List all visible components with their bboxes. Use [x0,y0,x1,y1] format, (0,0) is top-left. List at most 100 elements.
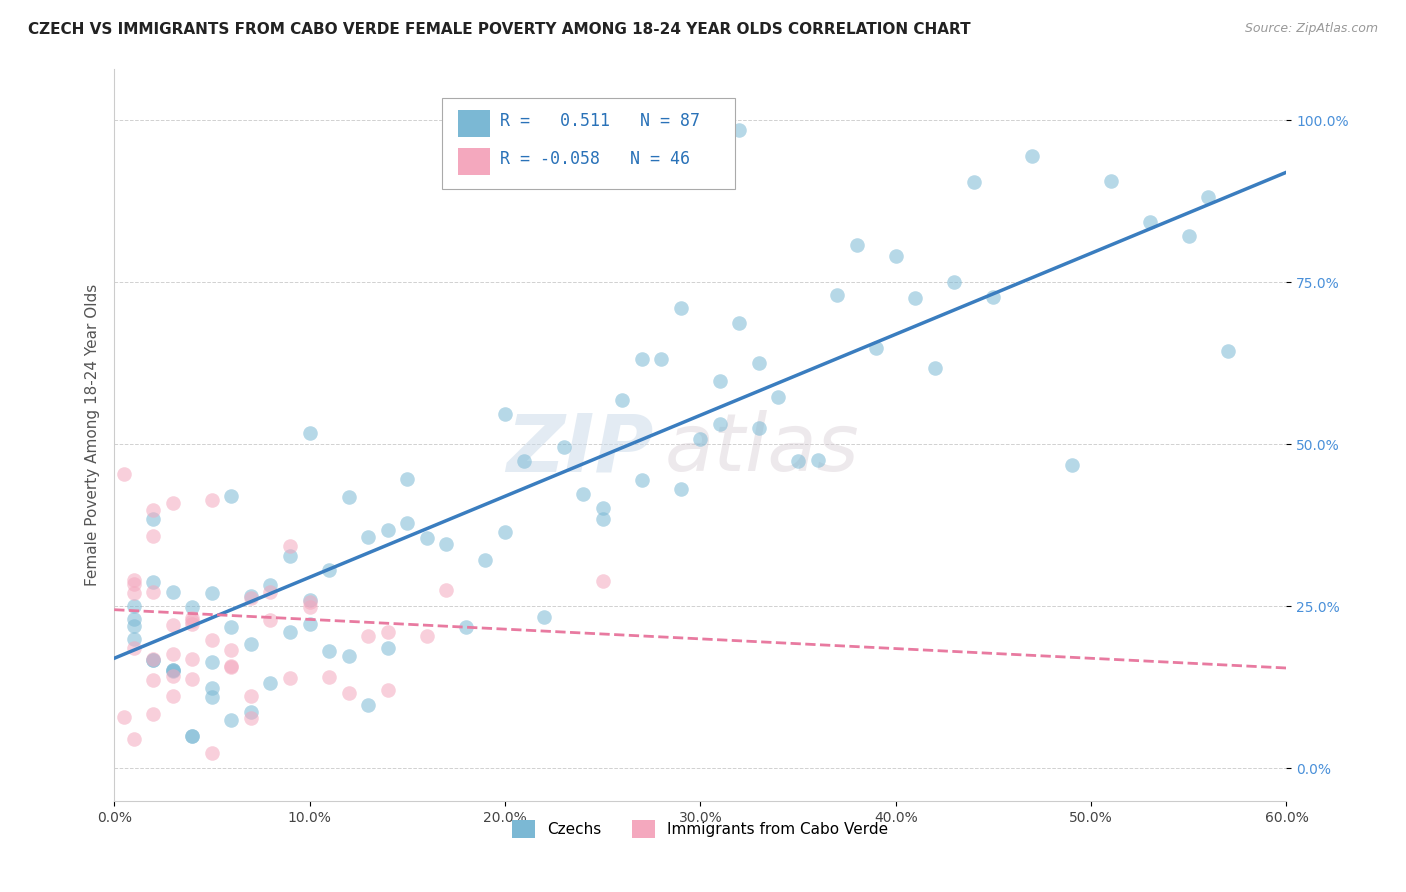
Point [689,432,711,446]
Point [904,291,927,305]
Point [748,421,770,435]
Point [181,729,204,743]
Point [357,698,380,713]
Point [259,676,281,690]
Point [963,175,986,189]
Text: atlas: atlas [665,410,860,488]
Point [201,586,224,600]
Point [318,563,340,577]
Point [239,706,262,720]
Point [142,575,165,590]
Point [162,618,184,632]
Point [181,672,204,686]
Point [787,454,810,468]
Point [278,549,301,564]
Point [337,490,360,504]
Text: CZECH VS IMMIGRANTS FROM CABO VERDE FEMALE POVERTY AMONG 18-24 YEAR OLDS CORRELA: CZECH VS IMMIGRANTS FROM CABO VERDE FEMA… [28,22,970,37]
Point [474,553,496,567]
Point [825,288,848,302]
Point [612,393,634,408]
Point [1139,215,1161,229]
Point [1216,344,1239,359]
Y-axis label: Female Poverty Among 18-24 Year Olds: Female Poverty Among 18-24 Year Olds [86,284,100,586]
Point [669,301,692,316]
Text: Source: ZipAtlas.com: Source: ZipAtlas.com [1244,22,1378,36]
Point [396,516,419,531]
Point [221,658,243,673]
Point [1197,190,1219,204]
Point [122,632,145,646]
Point [239,590,262,604]
Point [162,495,184,509]
Point [1060,458,1083,472]
Point [122,612,145,626]
Point [221,643,243,657]
Point [592,511,614,525]
Point [201,690,224,704]
Point [768,390,790,404]
Point [221,660,243,674]
Point [983,289,1005,303]
Point [278,671,301,685]
Point [396,472,419,486]
Point [318,670,340,684]
Point [181,600,204,615]
Point [112,467,135,481]
Point [1099,174,1122,188]
Point [943,275,966,289]
Point [748,356,770,370]
Point [162,689,184,703]
Point [434,583,457,598]
Point [434,537,457,551]
Point [162,647,184,661]
Point [278,539,301,553]
Point [924,361,946,376]
Point [239,591,262,605]
Point [201,493,224,508]
Point [239,637,262,651]
Point [1021,149,1043,163]
Point [181,729,204,743]
Point [865,341,887,355]
Point [259,578,281,592]
Point [728,316,751,330]
Point [298,426,321,441]
Point [122,599,145,614]
Point [650,352,672,367]
Point [357,530,380,544]
Point [298,593,321,607]
Point [142,651,165,665]
Point [162,663,184,677]
Point [377,641,399,656]
Point [201,655,224,669]
FancyBboxPatch shape [443,98,735,189]
Point [181,652,204,666]
Point [239,711,262,725]
Point [553,440,575,454]
Point [728,123,751,137]
Point [357,629,380,643]
Text: R = -0.058   N = 46: R = -0.058 N = 46 [501,151,690,169]
Point [298,594,321,608]
Point [142,503,165,517]
Point [181,611,204,625]
Text: ZIP: ZIP [506,410,654,488]
Point [669,482,692,496]
Point [377,683,399,698]
Point [162,664,184,678]
Point [142,673,165,687]
Point [142,706,165,721]
Point [278,625,301,640]
Point [181,617,204,632]
Point [221,489,243,503]
Point [259,614,281,628]
Point [122,619,145,633]
Point [298,617,321,632]
Point [142,584,165,599]
Point [592,574,614,589]
Point [201,681,224,696]
Point [142,653,165,667]
Point [513,454,536,468]
Point [533,610,555,624]
Point [122,731,145,746]
